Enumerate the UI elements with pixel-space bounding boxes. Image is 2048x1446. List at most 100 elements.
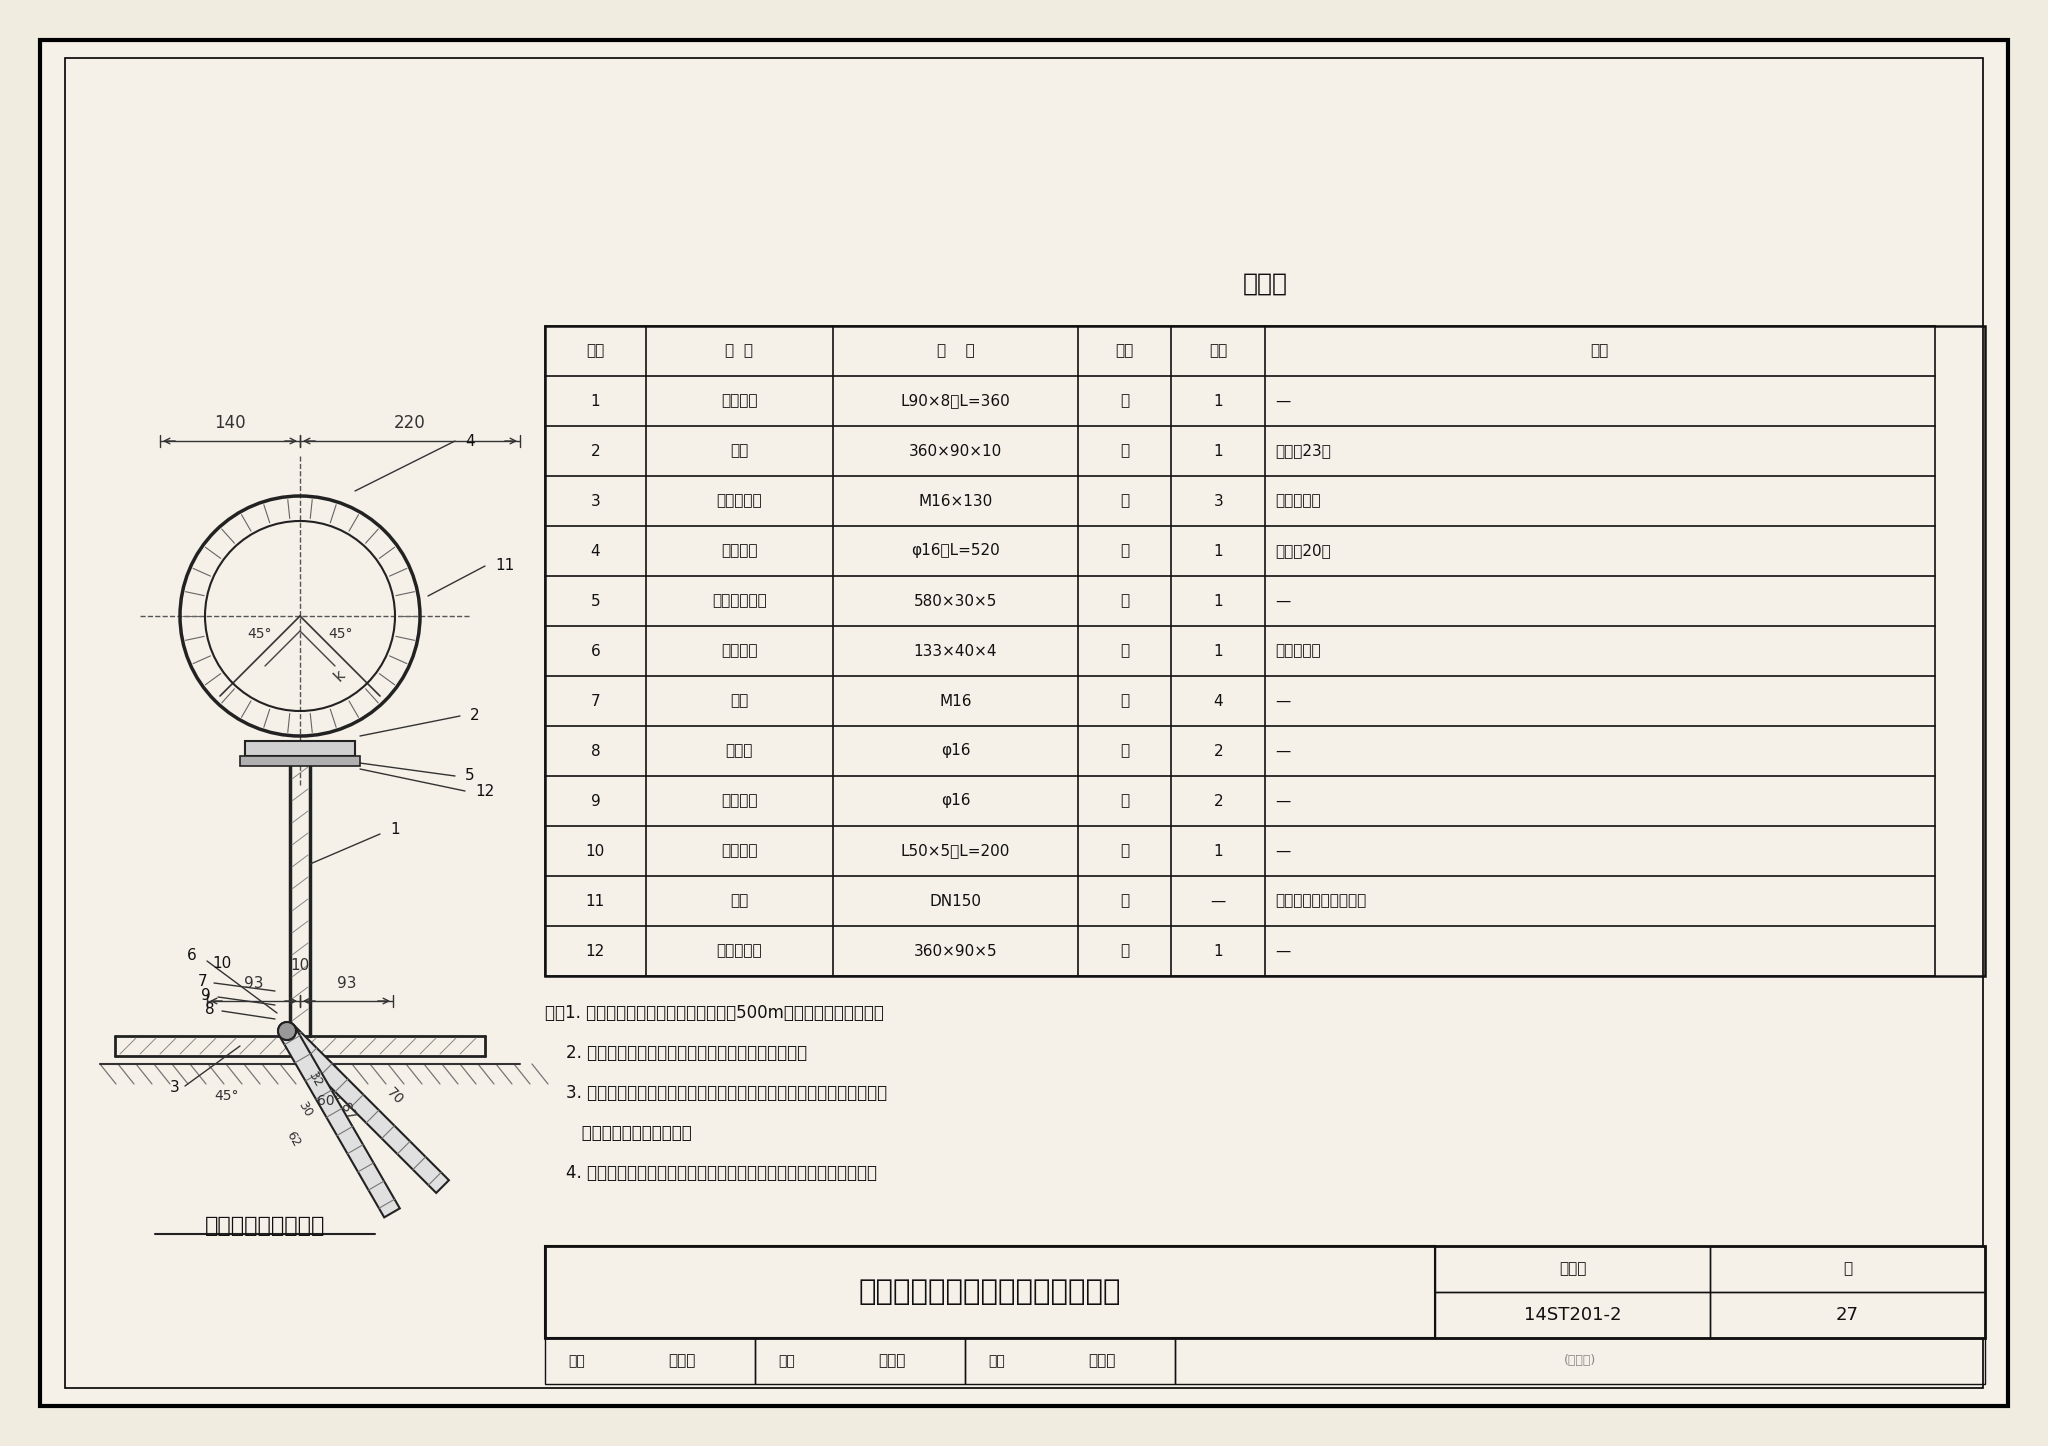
Text: 45°: 45° [215,1089,240,1103]
Text: 斜撑角钢: 斜撑角钢 [721,843,758,859]
Text: φ16: φ16 [940,743,971,759]
Text: 12: 12 [475,784,494,798]
Text: 弹簧垫片: 弹簧垫片 [721,794,758,808]
Text: 27: 27 [1835,1306,1860,1325]
Text: 设计: 设计 [989,1353,1006,1368]
Text: 7: 7 [590,694,600,709]
Text: 6: 6 [590,643,600,658]
Text: 编号: 编号 [586,344,604,359]
Text: 133×40×4: 133×40×4 [913,643,997,658]
Text: 1: 1 [1212,843,1223,859]
FancyBboxPatch shape [246,740,354,756]
Text: 注：1. 加强接地支架适用于曲线半径小于500m的隧道及转弯处管道。: 注：1. 加强接地支架适用于曲线半径小于500m的隧道及转弯处管道。 [545,1004,885,1022]
Text: 赵际熙: 赵际熙 [879,1353,905,1368]
Text: 块: 块 [1120,444,1128,458]
Text: 弧形钢板: 弧形钢板 [721,643,758,658]
Text: (签名区): (签名区) [1565,1355,1595,1368]
Text: 1: 1 [1212,593,1223,609]
Text: 与角钢焊接: 与角钢焊接 [1276,643,1321,658]
Text: 钢板: 钢板 [731,444,748,458]
Text: 93: 93 [244,976,264,991]
Text: 热镀锌防腐: 热镀锌防腐 [1276,493,1321,509]
Text: 10: 10 [586,843,604,859]
Text: 详见第20页: 详见第20页 [1276,544,1331,558]
Text: —: — [1210,894,1227,908]
Text: 球墨铸铁管或镀锌钢管: 球墨铸铁管或镀锌钢管 [1276,894,1366,908]
Text: —: — [1276,593,1290,609]
Text: 规    格: 规 格 [936,344,975,359]
Text: 5: 5 [465,768,475,784]
Polygon shape [281,1025,449,1193]
Text: 件: 件 [1120,943,1128,959]
Text: 件: 件 [1120,843,1128,859]
Text: 9: 9 [201,988,211,1002]
Text: —: — [1276,794,1290,808]
FancyBboxPatch shape [545,1246,1985,1338]
Text: 8: 8 [590,743,600,759]
Text: 管道: 管道 [731,894,748,908]
Text: 70: 70 [383,1086,406,1108]
Text: 块: 块 [1120,643,1128,658]
Text: M16×130: M16×130 [918,493,993,509]
Text: 材料表: 材料表 [1243,272,1288,296]
Text: 3: 3 [1212,493,1223,509]
Text: 螺母: 螺母 [731,694,748,709]
Text: 360×90×5: 360×90×5 [913,943,997,959]
Text: 2: 2 [1212,794,1223,808]
Text: 米: 米 [1120,894,1128,908]
Text: 140: 140 [215,414,246,432]
Text: 三元乙丙橡胶: 三元乙丙橡胶 [713,593,766,609]
Text: 件: 件 [1120,544,1128,558]
Text: 1: 1 [1212,544,1223,558]
Text: k: k [332,668,348,684]
Text: 10: 10 [291,959,309,973]
Text: 32: 32 [305,1069,324,1089]
Text: L90×8，L=360: L90×8，L=360 [901,393,1010,409]
Text: 1: 1 [1212,943,1223,959]
Text: 9: 9 [590,794,600,808]
Text: —: — [1276,694,1290,709]
Text: 4. 本图按圆形隧道绘制，其他隧道样式支架参考本图调整钢板角度。: 4. 本图按圆形隧道绘制，其他隧道样式支架参考本图调整钢板角度。 [545,1164,877,1181]
Text: 件: 件 [1120,593,1128,609]
Text: 6: 6 [186,947,197,963]
Circle shape [279,1022,297,1040]
Text: 45°: 45° [248,628,272,641]
Text: 11: 11 [586,894,604,908]
Text: 4: 4 [590,544,600,558]
Text: 校对: 校对 [778,1353,795,1368]
Text: 30: 30 [295,1099,315,1119]
Text: 张先群: 张先群 [668,1353,694,1368]
Text: φ16，L=520: φ16，L=520 [911,544,999,558]
Text: 1: 1 [1212,393,1223,409]
Text: 圆钢管卡: 圆钢管卡 [721,544,758,558]
Text: 1: 1 [590,393,600,409]
Text: 12: 12 [586,943,604,959]
Text: 数量: 数量 [1208,344,1227,359]
Text: 形式根据现场条件确定。: 形式根据现场条件确定。 [545,1124,692,1142]
Text: 60°: 60° [317,1095,342,1108]
Text: 2: 2 [469,709,479,723]
Polygon shape [279,1027,399,1218]
Text: 14ST201-2: 14ST201-2 [1524,1306,1622,1325]
Text: —: — [1276,843,1290,859]
Text: 页: 页 [1843,1261,1851,1277]
Text: —: — [1276,743,1290,759]
Text: DN150: DN150 [930,894,981,908]
Text: φ16: φ16 [940,794,971,808]
Text: 平垫片: 平垫片 [725,743,754,759]
Text: 2: 2 [1212,743,1223,759]
Text: 62: 62 [283,1129,303,1150]
FancyBboxPatch shape [41,40,2007,1406]
Text: 10: 10 [213,956,231,972]
Text: 2. 当管道距墙超出标准图范围时采用加强接地支架。: 2. 当管道距墙超出标准图范围时采用加强接地支架。 [545,1044,807,1061]
Text: 备注: 备注 [1591,344,1610,359]
Text: 套: 套 [1120,493,1128,509]
Text: 580×30×5: 580×30×5 [913,593,997,609]
Text: 5: 5 [590,593,600,609]
Text: —: — [1276,943,1290,959]
Text: 87: 87 [338,1100,358,1124]
Text: M16: M16 [940,694,971,709]
Text: L50×5，L=200: L50×5，L=200 [901,843,1010,859]
Text: 名  称: 名 称 [725,344,754,359]
Text: 45°: 45° [328,628,352,641]
